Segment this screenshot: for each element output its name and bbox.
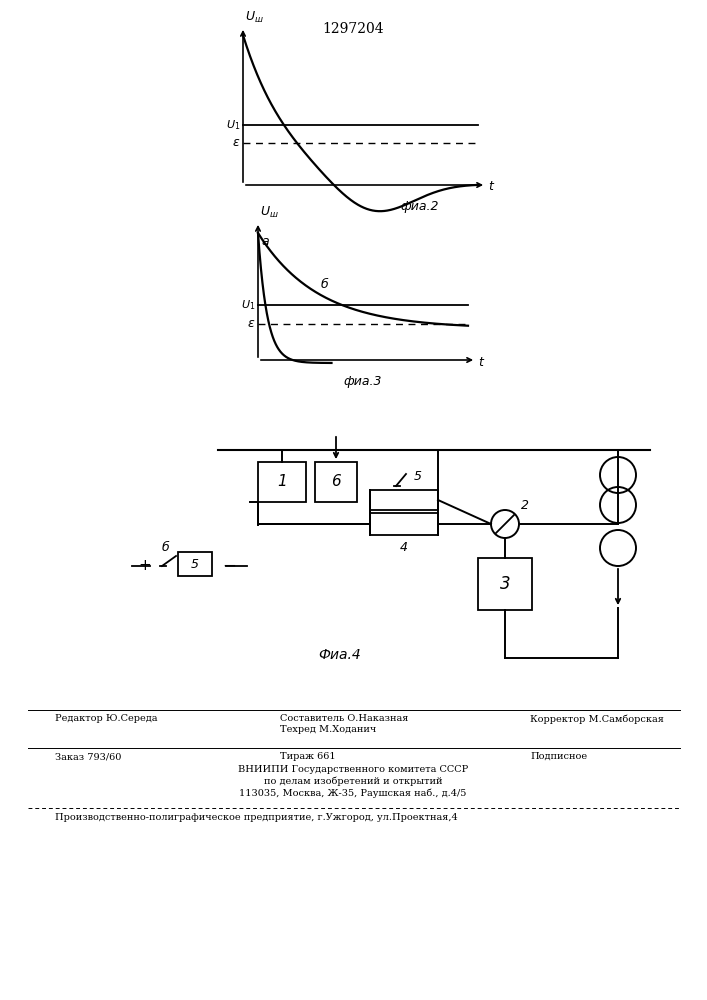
Text: Заказ 793/60: Заказ 793/60: [55, 752, 122, 761]
Text: t: t: [478, 356, 483, 368]
Text: по делам изобретений и открытий: по делам изобретений и открытий: [264, 777, 443, 786]
Text: Составитель О.Наказная: Составитель О.Наказная: [280, 714, 409, 723]
Text: 3: 3: [500, 575, 510, 593]
Bar: [370, 513, 438, 535]
Text: −: −: [222, 557, 236, 575]
Text: Корректор М.Самборская: Корректор М.Самборская: [530, 714, 664, 724]
Text: Редактор Ю.Середа: Редактор Ю.Середа: [55, 714, 158, 723]
Bar: [370, 490, 438, 510]
Text: $\varepsilon$: $\varepsilon$: [232, 136, 240, 149]
Text: +: +: [139, 558, 151, 574]
Text: б: б: [321, 278, 329, 291]
Text: $\varepsilon$: $\varepsilon$: [247, 317, 255, 330]
Text: Тираж 661: Тираж 661: [280, 752, 336, 761]
Text: $U_ш$: $U_ш$: [260, 205, 279, 220]
Text: Фиа.4: Фиа.4: [319, 648, 361, 662]
Text: Техред М.Ходанич: Техред М.Ходанич: [280, 725, 376, 734]
Text: t: t: [488, 180, 493, 194]
Text: 5: 5: [414, 470, 422, 483]
Text: 5: 5: [191, 558, 199, 570]
Text: $U_1$: $U_1$: [240, 298, 255, 312]
Text: $U_ш$: $U_ш$: [245, 10, 264, 25]
Text: 4: 4: [400, 541, 408, 554]
Text: 2: 2: [521, 499, 529, 512]
Text: ВНИИПИ Государственного комитета СССР: ВНИИПИ Государственного комитета СССР: [238, 765, 468, 774]
Text: 113035, Москва, Ж-35, Раушская наб., д.4/5: 113035, Москва, Ж-35, Раушская наб., д.4…: [239, 789, 467, 798]
Text: б: б: [162, 541, 170, 554]
Text: 1: 1: [277, 475, 287, 489]
Bar: [315, 462, 357, 502]
Text: Производственно-полиграфическое предприятие, г.Ужгород, ул.Проектная,4: Производственно-полиграфическое предприя…: [55, 813, 457, 822]
Bar: [258, 462, 306, 502]
Text: а: а: [261, 235, 269, 248]
Bar: [178, 552, 212, 576]
Text: Подписное: Подписное: [530, 752, 587, 761]
Text: 6: 6: [331, 475, 341, 489]
Text: 1297204: 1297204: [322, 22, 384, 36]
Text: фиа.2: фиа.2: [400, 200, 438, 213]
Text: фиа.3: фиа.3: [344, 375, 382, 388]
Text: $U_1$: $U_1$: [226, 118, 240, 132]
Bar: [478, 558, 532, 610]
